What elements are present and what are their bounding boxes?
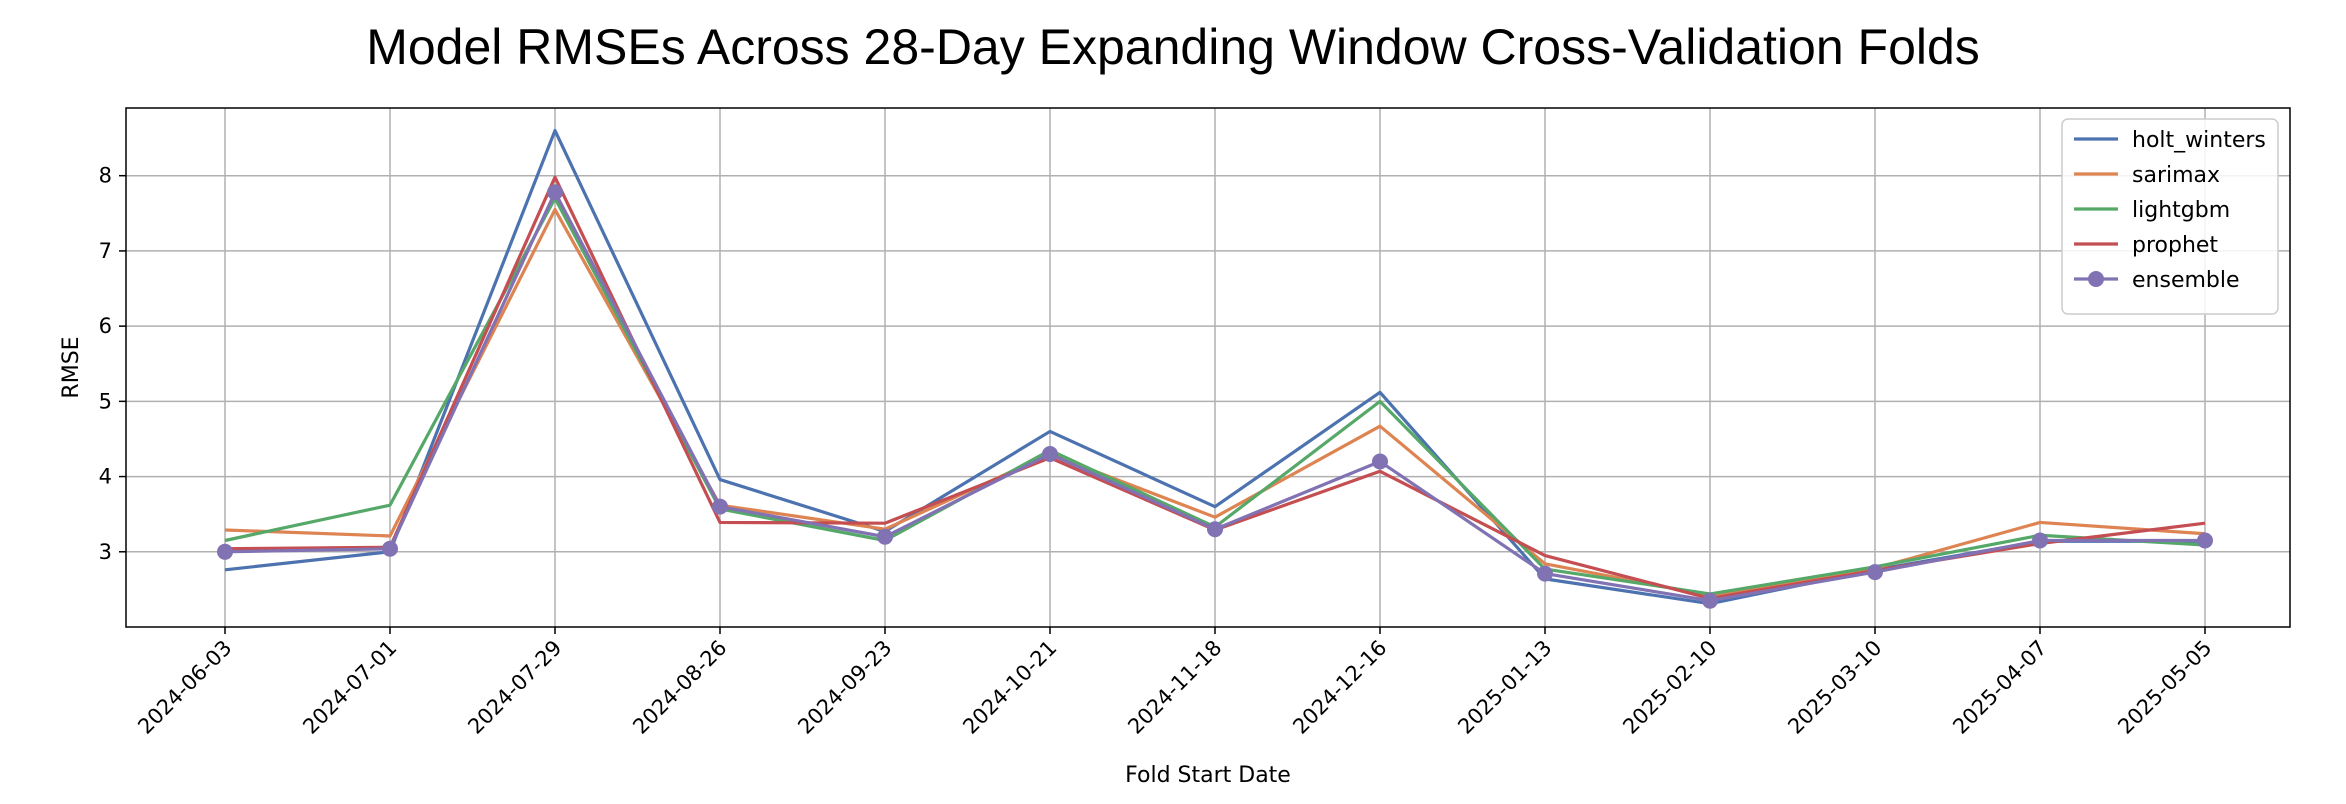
x-tick-label: 2024-12-16 [1288,636,1391,739]
x-axis-label: Fold Start Date [1125,763,1291,788]
data-point-ensemble [217,543,233,560]
legend-label-holt_winters: holt_winters [2132,128,2266,153]
legend-label-prophet: prophet [2132,233,2218,258]
x-tick-label: 2024-09-23 [793,636,896,739]
plot-frame [125,107,2291,628]
data-point-ensemble [1867,564,1883,581]
x-tick-label: 2025-04-07 [1948,636,2051,739]
data-point-ensemble [1702,592,1718,609]
legend-label-ensemble: ensemble [2132,268,2240,293]
y-axis-ticks: 3 4 5 6 7 8 [99,164,126,564]
data-point-ensemble [712,498,728,515]
x-tick-label: 2024-11-18 [1123,636,1226,739]
legend-label-lightgbm: lightgbm [2132,198,2230,223]
legend-marker-ensemble [2088,271,2104,287]
data-point-ensemble [877,528,893,545]
y-tick-label: 5 [99,389,112,413]
x-tick-label: 2025-03-10 [1783,636,1886,739]
legend-label-sarimax: sarimax [2132,163,2220,188]
x-tick-label: 2024-08-26 [628,636,731,739]
data-point-ensemble [2197,532,2213,549]
data-point-ensemble [382,540,398,557]
data-point-ensemble [1372,453,1388,470]
data-point-ensemble [1042,446,1058,462]
x-tick-label: 2025-05-05 [2113,636,2216,739]
data-point-ensemble [547,184,563,201]
data-point-ensemble [2032,532,2048,549]
chart-title: Model RMSEs Across 28-Day Expanding Wind… [366,19,1980,75]
series-layer [217,128,2213,609]
data-point-ensemble [1537,565,1553,582]
x-tick-label: 2024-07-01 [298,636,401,739]
y-tick-label: 4 [99,465,112,489]
y-tick-label: 3 [99,540,112,564]
x-tick-label: 2024-07-29 [463,636,566,739]
x-tick-label: 2025-02-10 [1618,636,1721,739]
y-tick-label: 8 [99,164,112,188]
x-axis-ticks: 2024-06-03 2024-07-01 2024-07-29 2024-08-26… [133,627,2217,739]
data-point-ensemble [1207,521,1223,538]
y-tick-label: 7 [99,239,112,263]
x-tick-label: 2024-10-21 [958,636,1061,739]
x-tick-label: 2024-06-03 [133,636,236,739]
x-tick-label: 2025-01-13 [1453,636,1556,739]
legend-box [2061,118,2279,315]
y-tick-label: 6 [99,314,112,338]
y-axis-label: RMSE [59,336,84,398]
